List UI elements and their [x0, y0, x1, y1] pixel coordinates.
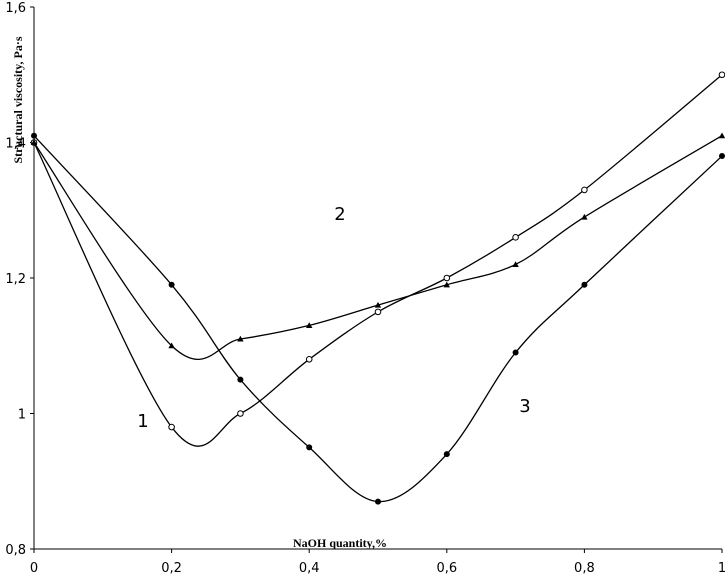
series-1-point	[168, 423, 175, 431]
series-3-point	[306, 444, 313, 451]
series-1-point	[718, 71, 725, 79]
series-2-point	[168, 342, 175, 349]
series-2-point	[443, 281, 450, 288]
series-2-point	[374, 301, 382, 308]
series-1-point	[512, 234, 519, 241]
x-tick-label: 1	[718, 561, 725, 574]
x-axis-ticks: 0 0,2 0,4 0,6 0,8 1	[30, 549, 725, 574]
series-1-point	[237, 410, 244, 417]
axes	[33, 7, 722, 550]
series-2-point	[718, 132, 725, 139]
curve-label-2: 2	[334, 204, 345, 225]
x-tick-label: 0	[30, 561, 38, 574]
series-2-point	[30, 139, 38, 146]
curve-label-1: 1	[137, 411, 148, 432]
series-markers	[30, 71, 725, 505]
series-2-point	[512, 261, 519, 268]
series-1-line	[33, 74, 723, 447]
x-tick-label: 0,2	[161, 561, 182, 574]
curve-label-3: 3	[519, 396, 530, 417]
curve-labels: 1 2 3	[137, 204, 530, 432]
series-2-point	[237, 335, 244, 342]
series-3-point	[31, 132, 37, 139]
series-3-point	[512, 349, 519, 356]
y-tick-label: 1,2	[5, 272, 26, 287]
series-3-point	[168, 281, 175, 288]
y-tick-label: 1,6	[5, 1, 26, 16]
y-tick-label: 1,4	[5, 137, 26, 152]
series-1-point	[443, 274, 451, 282]
series-3-point	[719, 153, 725, 160]
y-tick-label: 1	[18, 408, 26, 423]
y-axis-ticks: 0,8 1 1,2 1,4 1,6	[5, 1, 34, 558]
x-tick-label: 0,6	[436, 561, 457, 574]
series-2-point	[581, 213, 588, 220]
series-curves	[33, 74, 723, 503]
x-tick-label: 0,8	[574, 561, 595, 574]
series-1-point	[374, 308, 382, 316]
x-axis-title: NaOH quantity,%	[293, 536, 387, 550]
y-axis-title: Structural viscosity, Pa·s	[11, 36, 25, 163]
series-3-point	[375, 498, 381, 505]
series-2-point	[306, 322, 313, 328]
x-tick-label: 0,4	[299, 561, 320, 574]
series-3-point	[443, 451, 450, 458]
series-3-line	[33, 135, 723, 503]
series-2-line	[33, 135, 723, 360]
series-1-point	[581, 186, 588, 194]
y-tick-label: 0,8	[5, 543, 26, 558]
series-3-point	[581, 281, 588, 288]
series-3-point	[237, 376, 244, 383]
series-1-point	[305, 356, 313, 363]
